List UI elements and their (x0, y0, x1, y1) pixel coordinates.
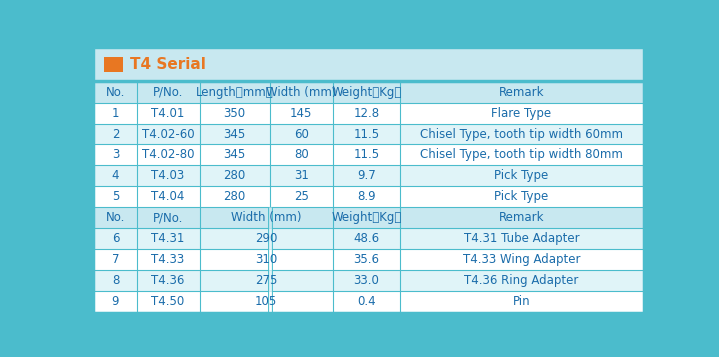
Bar (94, 102, 643, 124)
Text: 9.7: 9.7 (357, 170, 376, 182)
Text: T4.03: T4.03 (152, 170, 185, 182)
Text: 350: 350 (224, 106, 246, 120)
Text: 4: 4 (111, 170, 119, 182)
Text: 345: 345 (224, 149, 246, 161)
Bar (94, 145, 643, 165)
Text: T4.33: T4.33 (152, 253, 185, 266)
Text: T4.33 Wing Adapter: T4.33 Wing Adapter (463, 253, 580, 266)
Text: T4.31: T4.31 (152, 232, 185, 245)
Text: T4.31 Tube Adapter: T4.31 Tube Adapter (464, 232, 580, 245)
Bar (94, 48, 643, 80)
Text: Pick Type: Pick Type (495, 190, 549, 203)
Text: Width (mm): Width (mm) (266, 86, 336, 99)
Text: 60: 60 (294, 127, 308, 141)
Text: Length（mm）: Length（mm） (196, 86, 273, 99)
Text: 2: 2 (111, 127, 119, 141)
Text: 31: 31 (294, 170, 308, 182)
Text: Remark: Remark (499, 211, 544, 225)
Text: 0.4: 0.4 (357, 295, 376, 308)
Text: Width (mm): Width (mm) (231, 211, 301, 225)
Text: P/No.: P/No. (153, 86, 183, 99)
Text: T4.01: T4.01 (152, 106, 185, 120)
Text: No.: No. (106, 211, 125, 225)
Text: 8: 8 (111, 274, 119, 287)
Text: 48.6: 48.6 (354, 232, 380, 245)
Text: 33.0: 33.0 (354, 274, 380, 287)
Text: 80: 80 (294, 149, 308, 161)
Text: 290: 290 (255, 232, 278, 245)
Text: 310: 310 (255, 253, 278, 266)
Text: 7: 7 (111, 253, 119, 266)
Text: 105: 105 (255, 295, 278, 308)
Text: 280: 280 (224, 190, 246, 203)
Text: 9: 9 (111, 295, 119, 308)
Bar (94, 249, 643, 270)
Text: 275: 275 (255, 274, 278, 287)
Text: 6: 6 (111, 232, 119, 245)
Text: T4.04: T4.04 (152, 190, 185, 203)
Text: Weight（Kg）: Weight（Kg） (331, 86, 402, 99)
Text: 280: 280 (224, 170, 246, 182)
Text: 5: 5 (111, 190, 119, 203)
Text: Chisel Type, tooth tip width 60mm: Chisel Type, tooth tip width 60mm (420, 127, 623, 141)
Bar (94, 124, 643, 145)
Text: T4.02-60: T4.02-60 (142, 127, 194, 141)
Bar (94, 228, 643, 249)
Text: T4 Serial: T4 Serial (130, 57, 206, 72)
Text: Pick Type: Pick Type (495, 170, 549, 182)
Text: T4.36 Ring Adapter: T4.36 Ring Adapter (464, 274, 579, 287)
Text: 11.5: 11.5 (354, 149, 380, 161)
Bar (94, 270, 643, 291)
Text: 345: 345 (224, 127, 246, 141)
Text: 12.8: 12.8 (354, 106, 380, 120)
Bar (94, 186, 643, 207)
Text: 145: 145 (290, 106, 313, 120)
Text: Weight（Kg）: Weight（Kg） (331, 211, 402, 225)
Text: 3: 3 (111, 149, 119, 161)
Bar (94, 291, 643, 312)
Bar (94, 82, 643, 102)
Text: 35.6: 35.6 (354, 253, 380, 266)
Text: 1: 1 (111, 106, 119, 120)
Text: T4.36: T4.36 (152, 274, 185, 287)
Text: 11.5: 11.5 (354, 127, 380, 141)
Text: 25: 25 (294, 190, 308, 203)
Text: Remark: Remark (499, 86, 544, 99)
Text: P/No.: P/No. (153, 211, 183, 225)
Text: T4.02-80: T4.02-80 (142, 149, 194, 161)
Text: Flare Type: Flare Type (491, 106, 551, 120)
Bar (94, 82, 643, 312)
Text: Chisel Type, tooth tip width 80mm: Chisel Type, tooth tip width 80mm (420, 149, 623, 161)
Text: Pin: Pin (513, 295, 531, 308)
Text: 8.9: 8.9 (357, 190, 376, 203)
Text: T4.50: T4.50 (152, 295, 185, 308)
Bar (94, 48, 643, 80)
Text: No.: No. (106, 86, 125, 99)
Bar (104, 56, 123, 72)
Bar (94, 165, 643, 186)
Bar (94, 207, 643, 228)
